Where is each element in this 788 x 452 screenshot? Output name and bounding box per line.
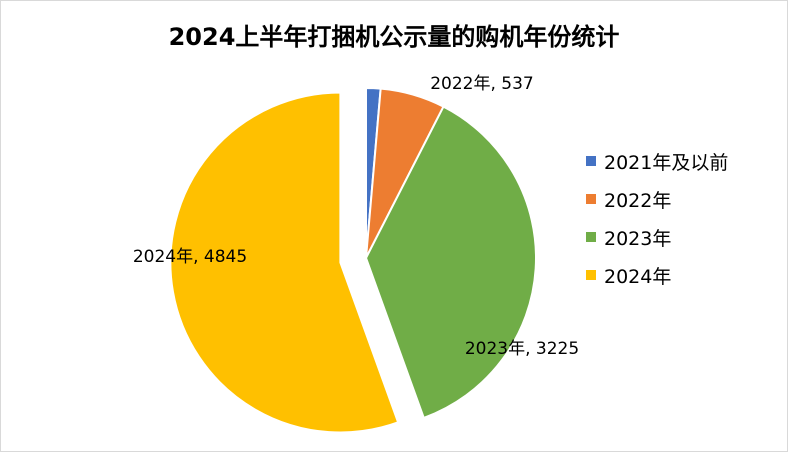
chart-title: 2024上半年打捆机公示量的购机年份统计	[168, 23, 620, 51]
pie-slice-2	[364, 105, 537, 420]
legend-item-2022: 2022年	[586, 180, 728, 218]
legend-swatch-2022	[586, 194, 596, 204]
legend-item-2023: 2023年	[586, 218, 728, 256]
data-label-1: 2022年, 537	[430, 74, 534, 94]
legend-label-2024: 2024年	[604, 265, 672, 288]
legend-label-2022: 2022年	[604, 189, 672, 212]
legend-item-2021: 2021年及以前	[586, 142, 728, 180]
legend-label-2021: 2021年及以前	[604, 151, 729, 174]
pie-slice-3	[169, 91, 400, 434]
data-label-3: 2024年, 4845	[133, 247, 247, 267]
legend: 2021年及以前 2022年 2023年 2024年	[586, 142, 728, 294]
legend-swatch-2023	[586, 232, 596, 242]
legend-swatch-2021	[586, 156, 596, 166]
legend-label-2023: 2023年	[604, 227, 672, 250]
data-label-2: 2023年, 3225	[465, 339, 579, 359]
legend-swatch-2024	[586, 270, 596, 280]
legend-item-2024: 2024年	[586, 256, 728, 294]
